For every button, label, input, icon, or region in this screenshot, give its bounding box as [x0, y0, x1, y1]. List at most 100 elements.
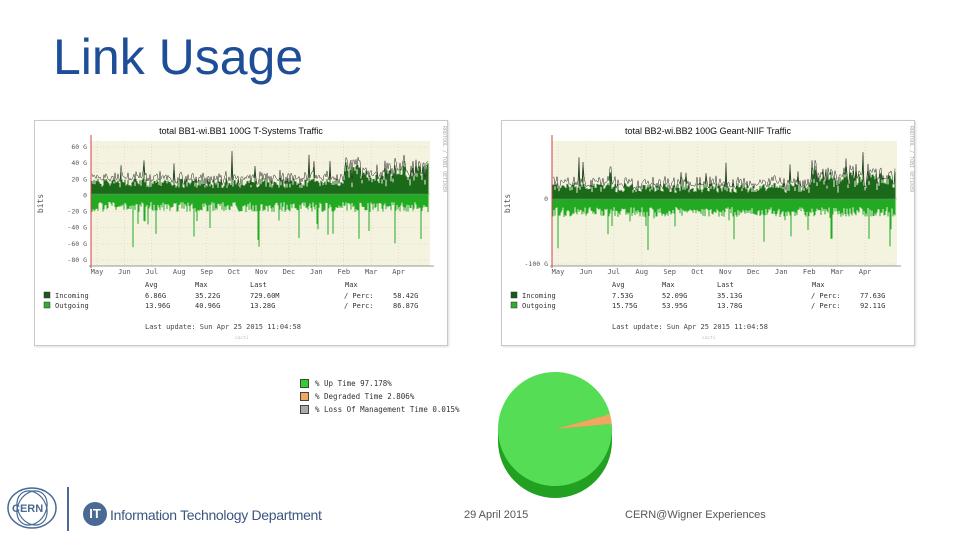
department-name: Information Technology Department	[110, 507, 322, 523]
series-avg-value: 6.86G	[145, 292, 166, 300]
series-swatch	[43, 301, 51, 309]
series-last-value: 13.28G	[250, 302, 275, 310]
month-tick-label: Oct	[691, 268, 704, 276]
availability-pie-chart	[498, 372, 612, 498]
y-tick-label: 20 G	[71, 175, 87, 183]
series-perc-value: 58.42G	[393, 292, 418, 300]
series-max-value: 52.09G	[662, 292, 687, 300]
month-tick-label: May	[552, 268, 565, 276]
outgoing-traffic-series	[91, 194, 429, 248]
legend-item: % Loss Of Management Time 0.015%	[300, 403, 460, 416]
y-tick-label: 0	[83, 191, 87, 199]
footer-date: 29 April 2015	[464, 509, 529, 521]
series-avg-value: 15.75G	[612, 302, 637, 310]
legend-column-header: Avg	[145, 281, 158, 289]
incoming-traffic-series	[91, 156, 429, 194]
footer-conference: CERN@Wigner Experiences	[625, 509, 766, 521]
legend-column-header: Last	[250, 281, 267, 289]
month-tick-label: Sep	[200, 268, 213, 276]
y-tick-label: 0	[544, 195, 548, 203]
graph-footer-text: cacti	[702, 335, 716, 341]
cern-logo: CERN	[0, 480, 60, 545]
y-axis-label: bits	[36, 194, 45, 213]
series-perc-label: / Perc:	[344, 292, 374, 300]
cern-logo-icon: CERN	[7, 487, 57, 529]
series-perc-label: / Perc:	[811, 292, 841, 300]
month-tick-label: Aug	[635, 268, 648, 276]
series-perc-label: / Perc:	[344, 302, 374, 310]
series-swatch	[43, 291, 51, 299]
graph-canvas: May Jun Jul Aug Sep Oct Nov Dec Jan Feb Mar Apr 0 -10…	[503, 126, 914, 341]
legend-column-header: Max	[345, 281, 358, 289]
legend-item: % Up Time 97.178%	[300, 377, 460, 390]
legend-label: % Degraded Time 2.806%	[315, 392, 415, 401]
last-update-text: Last update: Sun Apr 25 2015 11:04:58	[612, 323, 768, 331]
series-last-value: 35.13G	[717, 292, 742, 300]
series-max-value: 40.96G	[195, 302, 220, 310]
series-perc-label: / Perc:	[811, 302, 841, 310]
series-label: Incoming	[55, 292, 89, 300]
y-axis-label: bits	[503, 194, 512, 213]
series-last-value: 13.78G	[717, 302, 742, 310]
month-tick-label: Feb	[803, 268, 816, 276]
rrdtool-watermark: RRDTOOL / TOBI OETIKER	[441, 126, 447, 193]
peak-traffic-line	[91, 151, 429, 186]
legend-label: % Loss Of Management Time 0.015%	[315, 405, 460, 414]
month-tick-label: Mar	[831, 268, 844, 276]
month-tick-label: Dec	[747, 268, 760, 276]
graph-title: total BB2-wi.BB2 100G Geant-NIIF Traffic	[625, 126, 791, 136]
month-tick-label: Nov	[255, 268, 268, 276]
last-update-text: Last update: Sun Apr 25 2015 11:04:58	[145, 323, 301, 331]
y-tick-label: -80 G	[67, 256, 87, 264]
series-perc-value: 92.11G	[860, 302, 885, 310]
month-tick-label: Jan	[310, 268, 323, 276]
series-label: Outgoing	[522, 302, 556, 310]
slide-title: Link Usage	[53, 29, 304, 85]
month-tick-label: Jan	[775, 268, 788, 276]
graph-canvas: May Jun Jul Aug Sep Oct Nov Dec Jan Feb Mar Apr 60 G…	[36, 126, 447, 341]
it-badge: IT	[83, 502, 107, 526]
rrdtool-watermark: RRDTOOL / TOBI OETIKER	[908, 126, 914, 193]
series-max-value: 53.95G	[662, 302, 687, 310]
graph-title: total BB1-wi.BB1 100G T-Systems Traffic	[159, 126, 323, 136]
peak-traffic-line	[552, 152, 896, 191]
cern-logo-text: CERN	[12, 503, 43, 515]
series-label: Incoming	[522, 292, 556, 300]
month-tick-label: Nov	[719, 268, 732, 276]
y-tick-label: -60 G	[67, 240, 87, 248]
legend-swatch	[300, 379, 309, 388]
y-tick-label: 40 G	[71, 159, 87, 167]
month-tick-label: Dec	[283, 268, 296, 276]
month-tick-label: Jun	[580, 268, 593, 276]
series-avg-value: 13.96G	[145, 302, 170, 310]
footer-divider	[67, 487, 69, 531]
legend-swatch	[300, 392, 309, 401]
series-perc-value: 86.87G	[393, 302, 418, 310]
traffic-graph-bb2: total BB2-wi.BB2 100G Geant-NIIF Traffic…	[501, 120, 915, 346]
legend-swatch	[300, 405, 309, 414]
legend-item: % Degraded Time 2.806%	[300, 390, 460, 403]
month-tick-label: Jun	[118, 268, 131, 276]
series-max-value: 35.22G	[195, 292, 220, 300]
month-tick-label: Mar	[365, 268, 378, 276]
legend-column-header: Avg	[612, 281, 625, 289]
y-tick-label: -100 G	[525, 260, 549, 268]
legend-column-header: Max	[662, 281, 675, 289]
month-tick-label: Sep	[663, 268, 676, 276]
y-tick-label: 60 G	[71, 143, 87, 151]
pie-slice	[555, 423, 612, 429]
month-tick-label: May	[91, 268, 104, 276]
pie-slice	[555, 414, 612, 429]
month-tick-label: Jul	[146, 268, 159, 276]
outgoing-traffic-series	[552, 199, 896, 250]
month-tick-label: Apr	[859, 268, 872, 276]
series-swatch	[510, 291, 518, 299]
month-tick-label: Aug	[173, 268, 186, 276]
y-tick-label: -20 G	[67, 208, 87, 216]
incoming-traffic-series	[552, 155, 896, 199]
month-tick-label: Feb	[337, 268, 350, 276]
month-tick-label: Jul	[608, 268, 621, 276]
traffic-graph-bb1: total BB1-wi.BB1 100G T-Systems Traffic …	[34, 120, 448, 346]
legend-column-header: Max	[195, 281, 208, 289]
series-perc-value: 77.63G	[860, 292, 885, 300]
